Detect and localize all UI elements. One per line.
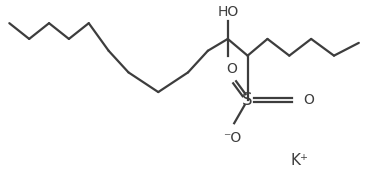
Text: O: O xyxy=(303,93,314,107)
Text: K⁺: K⁺ xyxy=(290,153,308,169)
Text: HO: HO xyxy=(217,5,238,19)
Text: ⁻O: ⁻O xyxy=(223,131,241,145)
Text: O: O xyxy=(226,62,237,76)
Text: S: S xyxy=(242,91,253,109)
